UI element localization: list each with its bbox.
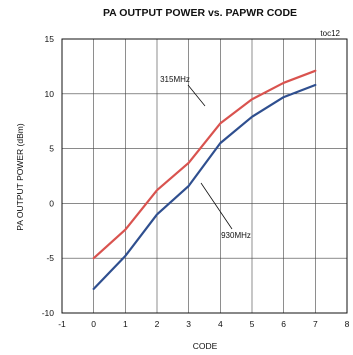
series-layer bbox=[92, 69, 317, 290]
plot-frame bbox=[61, 38, 348, 314]
x-axis-label: CODE bbox=[193, 341, 218, 351]
chart-title: PA OUTPUT POWER vs. PAPWR CODE bbox=[103, 7, 297, 19]
corner-tag: toc12 bbox=[320, 29, 340, 38]
x-tick-label: 4 bbox=[218, 319, 223, 329]
y-tick-label: 5 bbox=[49, 144, 54, 154]
series-pointer-315mhz bbox=[187, 84, 206, 107]
series-pointer-930mhz bbox=[200, 182, 233, 230]
series-line-930mhz bbox=[92, 83, 317, 290]
x-tick-label: 0 bbox=[91, 319, 96, 329]
y-tick-label: -10 bbox=[42, 308, 55, 318]
x-tick-label: 7 bbox=[313, 319, 318, 329]
x-tick-label: 2 bbox=[155, 319, 160, 329]
x-tick-label: 1 bbox=[123, 319, 128, 329]
series-label-315mhz: 315MHz bbox=[160, 75, 190, 84]
x-tick-label: -1 bbox=[58, 319, 66, 329]
grid-layer bbox=[62, 39, 347, 313]
y-axis-label: PA OUTPUT POWER (dBm) bbox=[15, 123, 25, 231]
series-line-315mhz bbox=[92, 69, 317, 260]
y-tick-label: -5 bbox=[46, 253, 54, 263]
x-tick-label: 6 bbox=[281, 319, 286, 329]
x-tick-label: 8 bbox=[345, 319, 350, 329]
y-tick-label: 0 bbox=[49, 198, 54, 208]
x-tick-label: 5 bbox=[250, 319, 255, 329]
x-tick-label: 3 bbox=[186, 319, 191, 329]
series-label-930mhz: 930MHz bbox=[221, 231, 251, 240]
y-tick-label: 15 bbox=[45, 34, 55, 44]
y-tick-label: 10 bbox=[45, 89, 55, 99]
